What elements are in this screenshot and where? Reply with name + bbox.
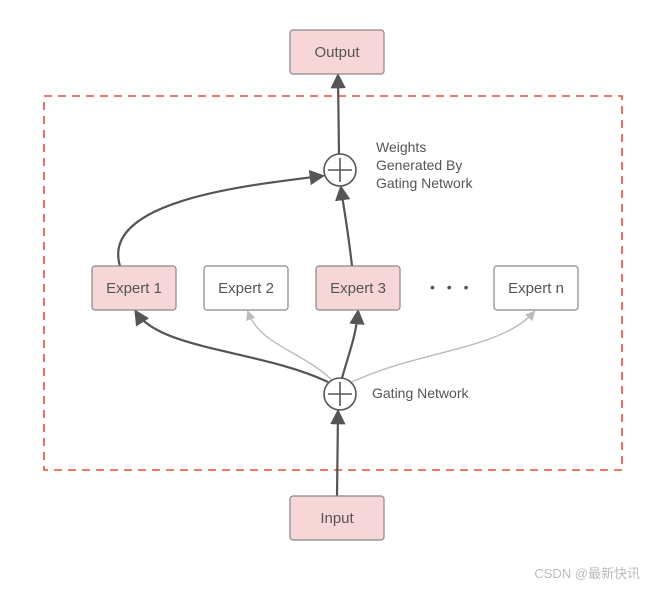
weights-label: Weights Generated By Gating Network — [376, 139, 473, 191]
edge-expert3-combiner — [341, 188, 352, 266]
edge-expert1-combiner — [118, 176, 322, 266]
edge-gating-expert3 — [342, 312, 358, 378]
watermark-text: CSDN @最新快讯 — [534, 563, 640, 582]
svg-text:Expert 1: Expert 1 — [106, 280, 162, 297]
output-node: Output — [290, 30, 384, 74]
expert2-node: Expert 2 — [204, 266, 288, 310]
weights-combiner-icon — [324, 154, 356, 186]
svg-text:Input: Input — [320, 510, 354, 527]
ellipsis-label: • • • — [430, 279, 472, 295]
input-node: Input — [290, 496, 384, 540]
svg-text:Expert 2: Expert 2 — [218, 280, 274, 297]
gating-combiner-icon — [324, 378, 356, 410]
svg-text:Expert 3: Expert 3 — [330, 280, 386, 297]
edge-gating-expert2 — [248, 312, 332, 380]
gating-label: Gating Network — [372, 385, 469, 401]
expertn-node: Expert n — [494, 266, 578, 310]
svg-text:Output: Output — [314, 44, 360, 61]
edge-input-gating — [337, 412, 338, 496]
svg-text:Expert n: Expert n — [508, 280, 564, 297]
expert3-node: Expert 3 — [316, 266, 400, 310]
edge-gating-expert1 — [136, 312, 328, 382]
edge-gating-expertn — [352, 312, 534, 382]
expert1-node: Expert 1 — [92, 266, 176, 310]
edge-combiner-output — [338, 76, 339, 154]
